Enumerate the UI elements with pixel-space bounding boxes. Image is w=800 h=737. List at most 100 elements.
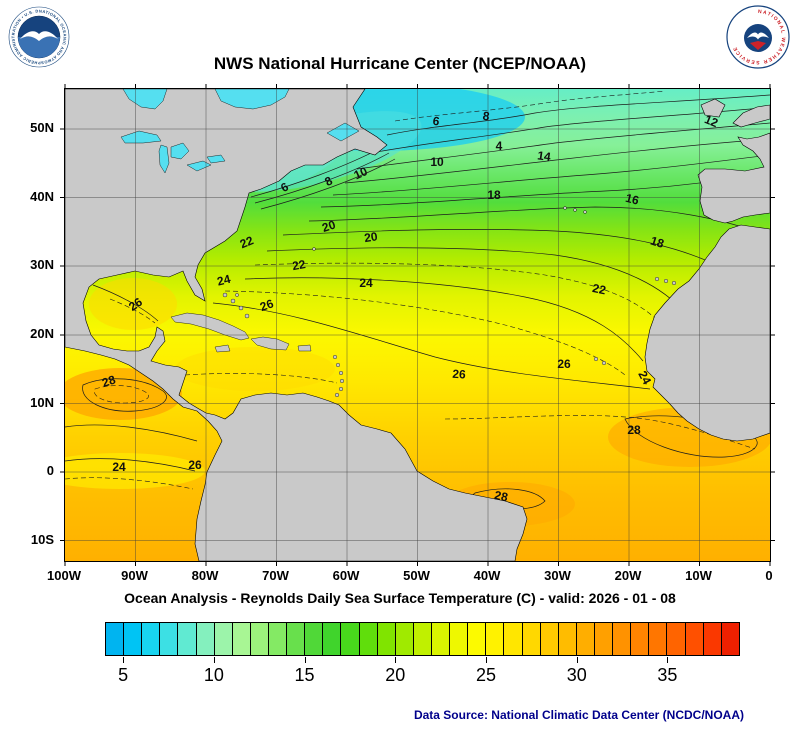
lake-huron (170, 142, 190, 160)
colorbar-segment (720, 623, 739, 655)
lon-axis-label: 50W (403, 568, 430, 583)
colorbar-segment (322, 623, 341, 655)
colorbar-tick (667, 657, 669, 663)
contour-label: 26 (258, 296, 276, 314)
colorbar-segment (106, 623, 124, 655)
noaa-logo-icon: NATIONAL OCEANIC AND ATMOSPHERIC ADMINIS… (6, 2, 70, 68)
isotherm-layer (65, 90, 770, 510)
contour-label: 26 (188, 458, 202, 472)
colorbar-segment (358, 623, 377, 655)
small-islands (222, 206, 677, 398)
colorbar-segment (195, 623, 214, 655)
contour-label: 24 (635, 368, 654, 387)
colorbar-segment (485, 623, 504, 655)
lat-axis-label: 0 (46, 463, 54, 478)
gulf-st-lawrence (326, 122, 360, 142)
colorbar-segment (521, 623, 540, 655)
colorbar-segment (177, 623, 196, 655)
ireland (700, 98, 726, 118)
colorbar-segment (593, 623, 613, 655)
contour-label: 22 (238, 233, 256, 251)
colorbar-tick (486, 657, 487, 663)
contour-label: 26 (452, 367, 467, 382)
contour-label: 22 (291, 257, 307, 273)
lakes (120, 89, 360, 174)
jamaica (214, 344, 231, 353)
north-south-america (65, 89, 528, 561)
lat-axis-label: 30N (30, 257, 54, 272)
lon-axis-label: 90W (121, 568, 148, 583)
nws-logo: NATIONAL WEATHER SERVICE (726, 5, 790, 69)
colorbar-tick-label: 5 (118, 665, 129, 685)
contour-label: 20 (320, 217, 337, 235)
colorbar-segment (702, 623, 721, 655)
colorbar-segment (123, 623, 142, 655)
lon-axis: 100W 90W 80W 70W 60W 50W 40W 30W 20W 10W 0 (47, 564, 773, 584)
colorbar-segment (159, 623, 178, 655)
colorbar-segment (503, 623, 522, 655)
page-title: NWS National Hurricane Center (NCEP/NOAA… (213, 54, 587, 73)
hudson-bay (122, 89, 168, 110)
colorbar-segment (449, 623, 468, 655)
contour-label: 12 (702, 112, 720, 130)
colorbar-tick-label: 30 (566, 665, 587, 685)
colorbar-tick-label: 10 (203, 665, 224, 685)
contour-label: 28 (493, 488, 509, 505)
map-caption: Ocean Analysis - Reynolds Daily Sea Surf… (124, 590, 676, 606)
lake-superior (120, 130, 162, 144)
sst-map: 6 8 10 10 6 8 4 14 12 16 18 18 20 20 22 22 22 24 24 26 26 26 2… (60, 84, 775, 566)
contour-label: 18 (487, 188, 501, 202)
data-source: Data Source: National Climatic Data Cent… (413, 708, 744, 722)
contour-label: 22 (591, 281, 607, 298)
contour-label: 20 (363, 229, 378, 245)
lon-axis-label: 100W (47, 568, 81, 583)
land-layer (65, 89, 770, 561)
colorbar-segment (249, 623, 268, 655)
colorbar-segment (141, 623, 160, 655)
james-bay (214, 89, 290, 110)
lon-axis-label: 20W (614, 568, 642, 583)
colorbar-segment (666, 623, 685, 655)
contour-label: 4 (496, 139, 503, 153)
contour-label: 10 (430, 155, 444, 169)
lon-axis-label: 70W (262, 568, 289, 583)
contour-label: 26 (557, 357, 571, 371)
graticule-layer (60, 84, 775, 566)
colorbar-scale: 5 10 15 20 25 30 35 (105, 657, 740, 691)
colorbar (105, 622, 740, 656)
colorbar-tick-label: 25 (475, 665, 497, 685)
lat-axis-label: 20N (30, 326, 54, 341)
colorbar-segment (612, 623, 631, 655)
contour-label: 24 (359, 276, 373, 290)
africa (644, 224, 770, 442)
lon-axis-label: 30W (544, 568, 571, 583)
lake-ontario (206, 154, 226, 164)
contour-label: 24 (112, 460, 126, 474)
colorbar-tick-label: 35 (657, 665, 678, 685)
nws-gull-icon (747, 32, 769, 40)
lake-michigan (158, 144, 170, 174)
lat-axis-label: 50N (30, 120, 54, 135)
colorbar-segment (575, 623, 594, 655)
contour-label: 10 (352, 164, 370, 182)
lat-axis-label: 40N (30, 188, 54, 204)
colorbar-wrap (105, 622, 740, 656)
colorbar-segment (286, 623, 305, 655)
colorbar-segment (557, 623, 576, 655)
colorbar-segment (340, 623, 359, 655)
colorbar-segment (630, 623, 649, 655)
colorbar-segment (376, 623, 395, 655)
puerto-rico (297, 344, 312, 352)
colorbar-segment (648, 623, 667, 655)
colorbar-tick-label: 20 (385, 665, 406, 685)
lat-axis-label: 10N (30, 394, 54, 410)
noaa-logo: NATIONAL OCEANIC AND ATMOSPHERIC ADMINIS… (6, 2, 70, 68)
lake-erie (186, 160, 212, 172)
colorbar-tick (576, 657, 578, 663)
colorbar-segment (684, 623, 703, 655)
lat-axis-label: 10S (30, 531, 54, 547)
colorbar-segment (304, 623, 323, 655)
contour-label: 18 (649, 233, 666, 251)
lon-axis-label: 0 (765, 568, 773, 583)
